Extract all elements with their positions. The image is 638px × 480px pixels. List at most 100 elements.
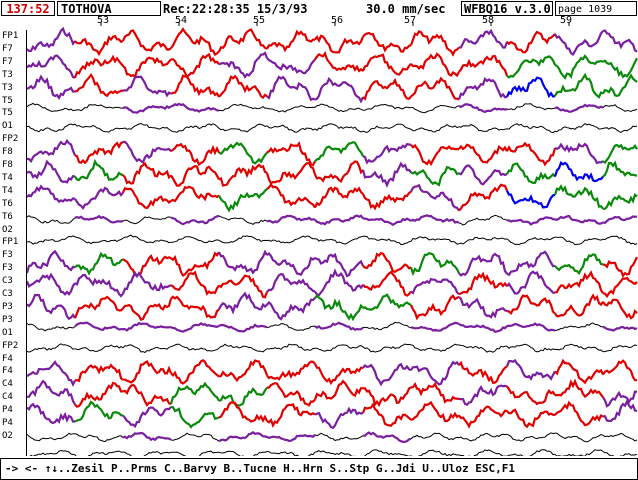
eeg-trace-segment bbox=[27, 322, 76, 332]
eeg-trace-segment bbox=[74, 214, 124, 224]
patient-name: TOTHOVA bbox=[57, 1, 161, 16]
eeg-trace-segment bbox=[122, 431, 172, 442]
channel-label: T3 bbox=[2, 69, 13, 80]
eeg-trace-segment bbox=[74, 344, 124, 352]
eeg-trace-segment bbox=[27, 249, 76, 274]
eeg-trace-segment bbox=[506, 216, 556, 226]
eeg-trace-segment bbox=[410, 76, 460, 101]
eeg-trace-segment bbox=[314, 76, 364, 104]
eeg-trace-segment bbox=[74, 381, 123, 408]
eeg-trace-segment bbox=[27, 54, 76, 79]
eeg-trace-segment bbox=[410, 400, 460, 423]
eeg-trace-segment bbox=[410, 360, 460, 386]
eeg-trace-segment bbox=[266, 360, 316, 381]
eeg-trace-segment bbox=[74, 450, 123, 456]
eeg-trace-segment bbox=[458, 360, 508, 384]
eeg-trace-segment bbox=[266, 451, 316, 456]
eeg-trace-area bbox=[27, 22, 638, 456]
montage-label-panel: FP1 F7 F7 T3 T3 T5 T5 O1 FP2 F8 F8 T4 T4 T6 T6 O2 FP1 F3 F… bbox=[0, 30, 27, 456]
eeg-trace-segment bbox=[458, 143, 508, 164]
eeg-trace-segment bbox=[602, 215, 638, 225]
second-marker: 59 bbox=[560, 15, 573, 26]
eeg-trace-segment bbox=[122, 359, 173, 384]
channel-label: O1 bbox=[2, 327, 13, 338]
eeg-trace-segment bbox=[122, 161, 172, 185]
eeg-trace-segment bbox=[266, 433, 316, 443]
eeg-trace-segment bbox=[314, 268, 364, 297]
eeg-trace-segment bbox=[314, 321, 364, 332]
channel-label: F4 bbox=[2, 366, 13, 377]
channel-label: P4 bbox=[2, 405, 13, 416]
eeg-trace-segment bbox=[554, 449, 604, 456]
eeg-trace-segment bbox=[218, 401, 268, 423]
eeg-trace-segment bbox=[506, 162, 556, 185]
eeg-trace-segment bbox=[506, 30, 556, 54]
eeg-trace-segment bbox=[27, 402, 75, 425]
eeg-trace-segment bbox=[27, 102, 76, 112]
eeg-trace-segment bbox=[554, 30, 604, 56]
eeg-trace-segment bbox=[410, 52, 460, 78]
eeg-trace-segment bbox=[122, 321, 172, 332]
eeg-trace-segment bbox=[170, 102, 220, 113]
eeg-trace-segment bbox=[506, 236, 556, 246]
eeg-trace-segment bbox=[458, 214, 508, 226]
eeg-trace-segment bbox=[554, 253, 604, 276]
eeg-trace-segment bbox=[27, 343, 76, 353]
eeg-trace-segment bbox=[458, 103, 508, 114]
eeg-trace-segment bbox=[170, 74, 220, 98]
eeg-trace-segment bbox=[122, 216, 172, 225]
eeg-trace-segment bbox=[122, 122, 172, 132]
eeg-trace-segment bbox=[73, 54, 124, 79]
eeg-trace-segment bbox=[218, 123, 268, 133]
eeg-trace-segment bbox=[362, 251, 412, 274]
eeg-trace-segment bbox=[266, 214, 316, 224]
eeg-trace-segment bbox=[506, 141, 557, 167]
eeg-trace-segment bbox=[554, 322, 604, 332]
eeg-trace-segment bbox=[410, 123, 460, 133]
eeg-trace-segment bbox=[363, 431, 412, 444]
eeg-trace-segment bbox=[458, 271, 508, 296]
eeg-trace-segment bbox=[602, 390, 638, 408]
eeg-trace-segment bbox=[266, 182, 316, 209]
eeg-trace-segment bbox=[361, 402, 412, 427]
eeg-trace-segment bbox=[218, 141, 268, 165]
eeg-trace-segment bbox=[122, 451, 172, 456]
eeg-trace-segment bbox=[171, 236, 220, 244]
eeg-trace-segment bbox=[121, 186, 172, 210]
eeg-trace-segment bbox=[266, 273, 316, 293]
eeg-trace-segment bbox=[409, 30, 460, 57]
eeg-trace-segment bbox=[27, 26, 76, 53]
eeg-trace-segment bbox=[602, 399, 638, 423]
eeg-trace-segment bbox=[314, 103, 364, 113]
eeg-trace-segment bbox=[363, 449, 412, 456]
eeg-trace-segment bbox=[314, 141, 364, 163]
channel-label: T4 bbox=[2, 172, 13, 183]
eeg-trace-segment bbox=[602, 29, 638, 53]
command-bar: -> <- ↑↓..Zesil P..Prms C..Barvy B..Tucn… bbox=[0, 458, 638, 480]
eeg-trace-segment bbox=[506, 385, 556, 406]
eeg-trace-segment bbox=[169, 381, 220, 405]
eeg-trace-segment bbox=[602, 256, 638, 278]
eeg-trace-segment bbox=[170, 142, 220, 167]
eeg-trace-segment bbox=[602, 160, 638, 178]
second-marker: 58 bbox=[482, 15, 495, 26]
second-marker: 56 bbox=[331, 15, 344, 26]
eeg-trace-segment bbox=[74, 123, 123, 133]
channel-label: F3 bbox=[2, 250, 13, 261]
eeg-trace-segment bbox=[170, 405, 220, 429]
eeg-trace-segment bbox=[410, 214, 460, 224]
eeg-trace-segment bbox=[410, 381, 460, 404]
eeg-trace-segment bbox=[170, 343, 220, 352]
eeg-trace-segment bbox=[554, 358, 604, 385]
eeg-trace-segment bbox=[218, 215, 268, 226]
eeg-trace-segment bbox=[266, 29, 316, 53]
eeg-trace-segment bbox=[553, 184, 604, 210]
eeg-trace-segment bbox=[505, 358, 556, 381]
eeg-trace-segment bbox=[314, 252, 365, 278]
eeg-trace-segment bbox=[505, 76, 556, 99]
eeg-trace-segment bbox=[218, 28, 268, 53]
eeg-trace-segment bbox=[170, 214, 220, 226]
eeg-trace-segment bbox=[170, 358, 220, 385]
eeg-trace-segment bbox=[170, 165, 220, 187]
eeg-trace-segment bbox=[265, 161, 317, 185]
